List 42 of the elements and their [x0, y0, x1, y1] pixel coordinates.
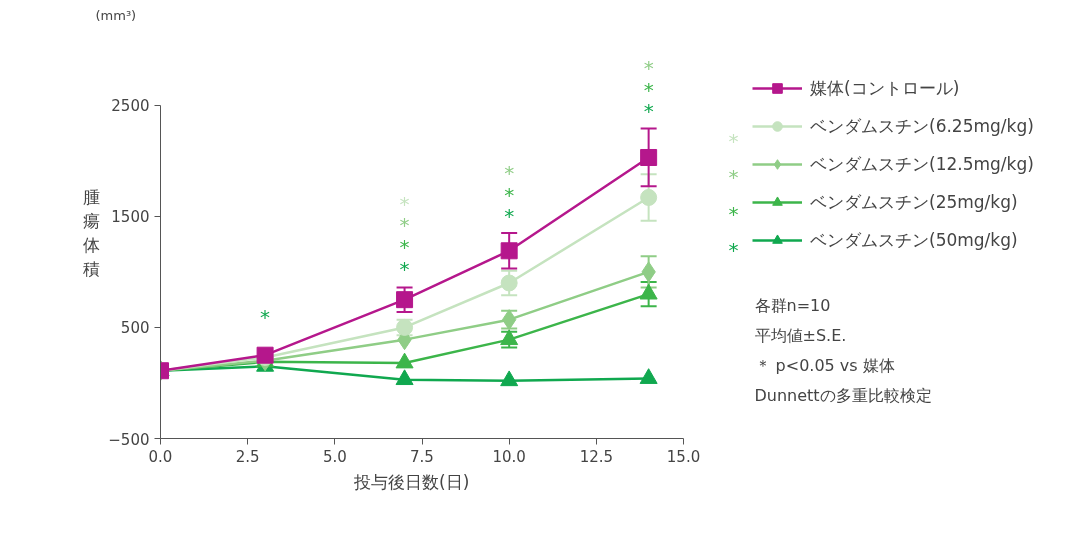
legend-label: ベンダムスチン(50mg/kg): [810, 228, 1018, 252]
legend-label: 媒体(コントロール): [810, 76, 960, 100]
annotation: *: [643, 99, 654, 124]
point: [639, 368, 658, 384]
point: [395, 352, 414, 369]
legend-label: ベンダムスチン(25mg/kg): [810, 190, 1018, 214]
point: [396, 291, 414, 309]
point: [500, 370, 519, 387]
point: [640, 148, 658, 166]
legend-label: ベンダムスチン(6.25mg/kg): [810, 114, 1034, 138]
x-tick-label: 15.0: [666, 447, 701, 466]
y-tick-label: 500: [120, 319, 150, 338]
text: ＊ p<0.05 vs 媒体: [754, 356, 895, 376]
text: 平均値±S.E.: [754, 326, 847, 346]
x-axis-title: 投与後日数(日): [353, 471, 470, 492]
x-tick-label: 12.5: [579, 447, 614, 466]
point: [640, 188, 658, 206]
x-tick-label: 7.5: [410, 447, 434, 466]
x-tick-label: 2.5: [235, 447, 260, 466]
annotation: *: [504, 204, 515, 229]
x-tick-label: 10.0: [492, 447, 526, 466]
y-axis-title: 腫瘍体積: [83, 187, 101, 279]
point: [500, 274, 518, 292]
y-tick-label: −500: [108, 430, 150, 449]
text: Dunnettの多重比較検定: [754, 385, 932, 405]
text: *: [643, 77, 654, 102]
legend-label: ベンダムスチン(12.5mg/kg): [810, 152, 1034, 176]
x-tick-label: 0.0: [148, 447, 173, 466]
text: *: [728, 128, 739, 153]
point: [500, 242, 518, 260]
text: *: [643, 55, 654, 80]
point: [395, 369, 414, 386]
annotation: *: [260, 305, 271, 330]
text: *: [728, 165, 739, 190]
y-tick-label: 1500: [111, 208, 150, 227]
text: *: [728, 201, 739, 226]
y-tick-label: 2500: [111, 97, 150, 116]
text: (mm³): [95, 7, 137, 23]
point: [639, 283, 658, 300]
x-tick-label: 5.0: [322, 447, 347, 466]
text: *: [728, 238, 739, 263]
text: 各群n=10: [754, 296, 831, 316]
